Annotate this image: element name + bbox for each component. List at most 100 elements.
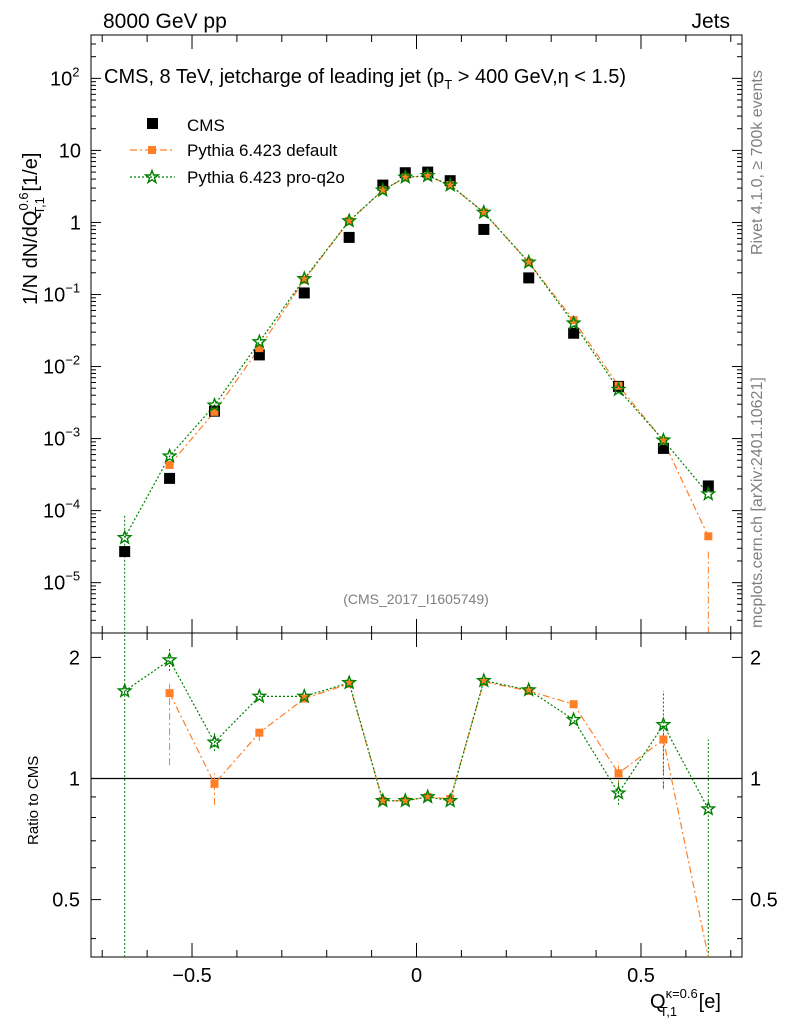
analysis-watermark: (CMS_2017_I1605749) <box>343 591 489 607</box>
ratio-default-point <box>378 796 387 805</box>
proq2o-data-point <box>655 431 672 448</box>
main-y-tick-label: 10−1 <box>43 280 80 306</box>
legend-label-proq2o: Pythia 6.423 pro-q2o <box>187 168 345 187</box>
proq2o-data-point <box>341 212 358 228</box>
ratio-default-point <box>446 794 455 803</box>
ratio-axes: 0.5 0.5 1 1 2 2 −0.5 0 0.5 <box>52 633 778 987</box>
ratio-series-line <box>169 680 709 958</box>
default-data-point <box>479 208 488 217</box>
x-axis-label: Qκ=0.6 T,1 [e] <box>650 986 721 1019</box>
ratio-y-tick-label-right: 1 <box>750 769 761 791</box>
ratio-y-tick-label: 1 <box>69 769 80 791</box>
default-data-point <box>378 186 387 195</box>
main-y-axis: 10−5 10−4 10−3 10−2 10−1 1 10 102 <box>43 34 742 634</box>
ratio-proq2o-point <box>296 687 313 704</box>
ratio-proq2o-point <box>161 651 178 667</box>
proq2o-data-point <box>296 270 313 286</box>
proq2o-data-point <box>565 314 582 331</box>
cms-data-point <box>343 231 355 243</box>
ratio-series-layer <box>116 633 717 958</box>
mcplots-label: mcplots.cern.ch [arXiv:2401.10621] <box>749 377 766 628</box>
ratio-default-point <box>479 677 488 686</box>
beam-label: 8000 GeV pp <box>103 10 227 33</box>
default-data-point <box>614 381 623 390</box>
ratio-proq2o-point <box>475 672 492 688</box>
cms-data-point <box>444 175 456 187</box>
ratio-default-point <box>255 728 264 737</box>
default-data-point <box>446 181 455 190</box>
rivet-label: Rivet 4.1.0, ≥ 700k events <box>749 70 766 255</box>
cms-data-point <box>568 327 580 339</box>
proq2o-data-point <box>610 380 627 397</box>
cms-data-point <box>119 546 131 558</box>
proq2o-data-point <box>206 396 223 413</box>
proq2o-data-point <box>116 529 133 545</box>
default-data-point <box>569 316 578 325</box>
main-series-layer <box>116 166 717 633</box>
proq2o-data-point <box>520 253 537 270</box>
process-label: Jets <box>691 10 730 33</box>
main-y-tick-label: 10−5 <box>43 569 80 595</box>
ratio-y-tick-label-right: 0.5 <box>750 890 778 912</box>
ratio-proq2o-point <box>419 788 436 804</box>
ratio-proq2o-point <box>251 687 268 704</box>
legend-marker-default <box>148 146 156 154</box>
cms-data-point <box>298 287 310 299</box>
ratio-default-point <box>659 735 668 744</box>
main-y-tick-label: 102 <box>50 64 79 90</box>
default-data-point <box>255 344 264 353</box>
proq2o-data-point <box>442 176 459 193</box>
ratio-proq2o-point <box>397 792 414 808</box>
proq2o-data-point <box>700 485 717 501</box>
main-y-tick-label: 10 <box>59 140 81 162</box>
proq2o-data-point <box>419 167 436 183</box>
main-series-line <box>124 175 709 538</box>
default-data-point <box>423 172 432 181</box>
ratio-plot-frame <box>90 632 743 958</box>
ratio-proq2o-point <box>341 674 358 690</box>
ratio-proq2o-point <box>565 711 582 727</box>
ratio-proq2o-point <box>655 716 672 732</box>
x-tick-label: 0.5 <box>627 965 655 987</box>
ratio-proq2o-point <box>442 792 459 808</box>
ratio-default-point <box>524 687 533 696</box>
ratio-y-axis-label: Ratio to CMS <box>25 756 42 845</box>
main-y-tick-label: 10−2 <box>43 353 80 379</box>
ratio-default-point <box>210 779 219 788</box>
main-series-line <box>169 175 709 537</box>
ratio-proq2o-point <box>374 792 391 808</box>
default-data-point <box>210 407 219 416</box>
main-y-tick-label: 10−3 <box>43 425 80 451</box>
proq2o-data-point <box>374 181 391 198</box>
legend-label-cms: CMS <box>187 116 225 135</box>
ratio-proq2o-point <box>116 682 133 698</box>
ratio-default-point <box>345 679 354 688</box>
ratio-default-point <box>423 792 432 801</box>
ratio-proq2o-point <box>610 784 627 800</box>
legend-marker-cms <box>147 118 158 129</box>
ratio-default-point <box>614 769 623 778</box>
x-tick-label: −0.5 <box>172 965 211 987</box>
legend-label-default: Pythia 6.423 default <box>187 141 338 160</box>
ratio-default-point <box>569 700 578 709</box>
proq2o-data-point <box>161 447 178 464</box>
ratio-default-point <box>401 796 410 805</box>
default-data-point <box>345 216 354 225</box>
ratio-series-line <box>124 659 709 810</box>
main-y-tick-label: 10−4 <box>43 497 80 523</box>
ratio-default-point <box>165 689 174 698</box>
x-tick-label: 0 <box>411 965 422 987</box>
default-data-point <box>165 460 174 469</box>
main-y-axis-label: 1/N dN/dQ0.6T,1 [1/e] <box>16 153 47 305</box>
ratio-y-tick-label: 0.5 <box>52 890 80 912</box>
default-data-point <box>401 173 410 182</box>
default-data-point <box>300 275 309 284</box>
default-data-point <box>659 436 668 445</box>
legend-marker-proq2o <box>143 168 161 185</box>
ratio-y-tick-label: 2 <box>69 647 80 669</box>
proq2o-data-point <box>251 333 268 349</box>
cms-data-point <box>164 472 176 484</box>
ratio-y-tick-label-right: 2 <box>750 647 761 669</box>
default-data-point <box>524 258 533 267</box>
